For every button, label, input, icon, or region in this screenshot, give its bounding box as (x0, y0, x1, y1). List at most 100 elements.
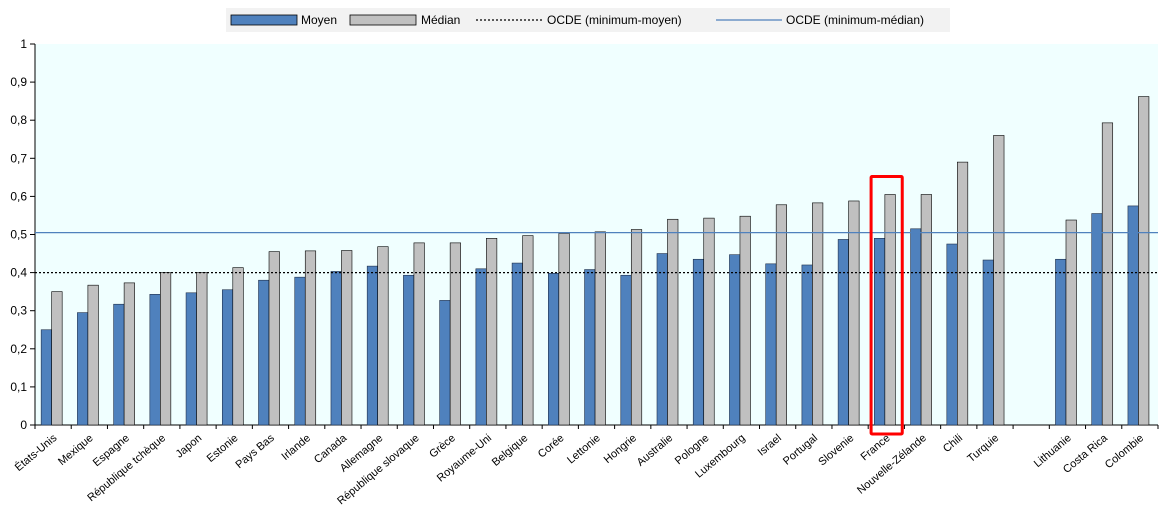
bar-median (957, 161, 969, 426)
bar-moyen (1127, 205, 1139, 426)
legend-swatch-median (349, 14, 417, 26)
highlight-box-france (869, 174, 904, 436)
bar-moyen (874, 238, 886, 426)
bar-moyen (149, 294, 161, 426)
y-tick-label: 0,1 (10, 380, 27, 394)
x-category-label: Hongrie (602, 432, 639, 466)
bar-median (558, 233, 570, 426)
y-tick-label: 0,5 (10, 228, 27, 242)
x-category-label: Corée (536, 432, 567, 460)
x-category-label: Chili (941, 432, 965, 455)
bar-moyen (77, 312, 89, 426)
bar-median (739, 215, 751, 426)
x-category-label: Slovenie (816, 432, 856, 468)
bar-median (486, 238, 498, 426)
legend-swatch-moyen (230, 14, 298, 26)
bar-median (449, 242, 461, 426)
legend-label-moyen: Moyen (301, 13, 337, 27)
x-category-label: Belgique (490, 432, 531, 469)
legend-label-ocde-moyen: OCDE (minimum-moyen) (547, 13, 682, 27)
bar-median (232, 267, 244, 426)
y-tick-label: 0 (20, 418, 27, 432)
x-category-label: Israel (756, 432, 784, 458)
bar-median (1065, 219, 1077, 426)
bar-moyen (620, 274, 632, 426)
bar-moyen (1055, 258, 1067, 426)
bar-moyen (294, 276, 306, 426)
y-tick-label: 0,7 (10, 151, 27, 165)
bar-median (884, 194, 896, 426)
bar-moyen (330, 271, 342, 426)
x-category-label: Lettonie (565, 432, 603, 466)
bar-median (413, 242, 425, 426)
bar-moyen (946, 243, 958, 426)
bar-median (377, 246, 389, 426)
bar-median (667, 218, 679, 426)
bar-median (304, 250, 317, 426)
bar-median (1101, 122, 1114, 426)
y-tick-label: 0,4 (10, 266, 27, 280)
bar-median (196, 272, 208, 426)
x-category-label: Turquie (965, 432, 1001, 465)
bar-moyen (475, 268, 487, 426)
y-tick-label: 0,6 (10, 189, 27, 203)
bar-median (123, 282, 135, 426)
bar-moyen (729, 254, 741, 426)
x-category-label: Portugal (781, 432, 820, 468)
bar-moyen (366, 265, 378, 426)
bar-moyen (185, 292, 197, 426)
y-tick-label: 0,9 (10, 75, 27, 89)
y-tick-label: 0,8 (10, 113, 27, 127)
x-category-label: Australie (635, 432, 675, 469)
bar-median (993, 135, 1005, 426)
bar-moyen (982, 259, 994, 426)
bar-moyen (692, 258, 705, 426)
x-category-label: Japon (174, 432, 205, 460)
bar-moyen (910, 228, 922, 426)
legend-label-median: Médian (421, 13, 460, 27)
bar-median (703, 217, 715, 426)
x-category-label: Irlande (279, 432, 312, 463)
bar-median (160, 272, 172, 426)
bar-median (87, 284, 99, 426)
bar-median (848, 200, 860, 426)
bar-median (1138, 96, 1150, 426)
bar-moyen (584, 269, 596, 426)
y-tick-label: 1 (20, 37, 27, 51)
bar-moyen (221, 289, 234, 426)
bar-median (920, 194, 932, 426)
bar-moyen (113, 303, 125, 426)
bar-median (522, 235, 534, 426)
bar-moyen (511, 262, 523, 426)
x-category-label: États-Unis (12, 431, 60, 474)
bar-moyen (548, 273, 560, 426)
x-category-label: France (859, 432, 893, 463)
bar-moyen (40, 329, 52, 426)
x-category-label: Colombie (1103, 432, 1146, 471)
bar-moyen (403, 274, 415, 426)
bar-moyen (656, 253, 668, 426)
bar-median (812, 202, 824, 426)
x-category-label: Grèce (427, 432, 458, 460)
legend-background (226, 8, 950, 32)
bar-moyen (801, 264, 813, 426)
legend: Moyen Médian OCDE (minimum-moyen) OCDE (… (226, 8, 950, 32)
bar-median (51, 291, 63, 426)
bar-median (268, 251, 280, 426)
y-tick-label: 0,2 (10, 342, 27, 356)
bar-moyen (439, 300, 451, 426)
plot-area: 0 0,1 0,2 0,3 0,4 0,5 0,6 0,7 0,8 0,9 1 États-UnisM… (10, 37, 1159, 507)
bar-median (775, 204, 787, 426)
x-category-label: Mexique (56, 432, 96, 468)
bar-median (341, 250, 353, 426)
legend-label-ocde-median: OCDE (minimum-médian) (786, 13, 924, 27)
bar-median (594, 231, 606, 426)
bar-moyen (1091, 213, 1103, 426)
x-category-label: Pays Bas (233, 432, 277, 471)
bar-moyen (258, 279, 270, 426)
bar-median (630, 229, 643, 426)
y-tick-label: 0,3 (10, 304, 27, 318)
bar-moyen (765, 263, 777, 426)
